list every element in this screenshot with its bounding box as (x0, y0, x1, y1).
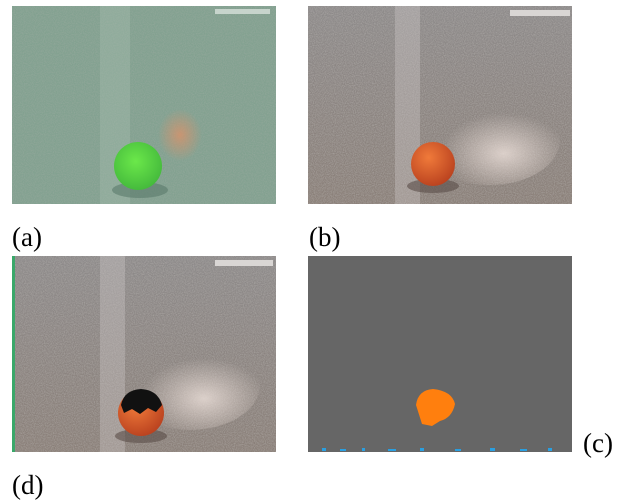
panel-label: (b) (309, 222, 340, 252)
panel-label: (d) (12, 470, 43, 500)
figure: (a) (b) (d) (c) (0, 0, 620, 502)
panel-a-image (12, 6, 276, 204)
panel-b-image (308, 6, 572, 204)
panel-label: (c) (583, 428, 613, 458)
panel-d-image (12, 256, 276, 452)
panel-c-image (308, 256, 572, 452)
panel-label: (a) (12, 222, 42, 252)
